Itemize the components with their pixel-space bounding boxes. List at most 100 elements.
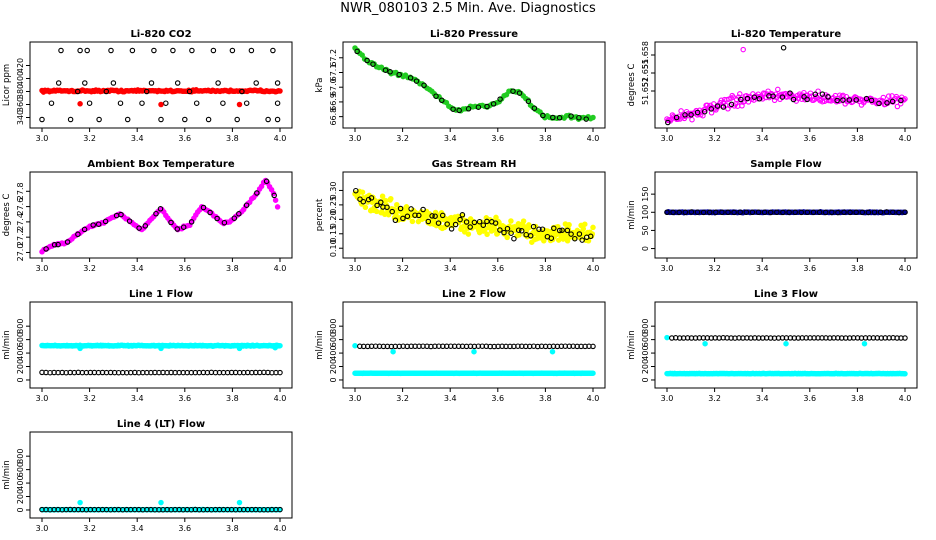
data-point (515, 227, 522, 233)
data-point (136, 225, 142, 231)
data-point (810, 209, 817, 216)
panel-title: Li-820 Pressure (430, 29, 518, 40)
data-point (143, 88, 150, 95)
data-point (590, 343, 596, 350)
data-point (435, 220, 442, 226)
data-point (783, 340, 789, 347)
y-tick-label: 51.652 (641, 77, 650, 105)
y-tick-label: 400 (16, 71, 25, 86)
data-point (82, 80, 88, 86)
data-point (737, 91, 743, 97)
data-point (713, 209, 719, 216)
plot-frame (29, 301, 293, 389)
data-point (751, 94, 758, 100)
data-point (148, 80, 155, 86)
data-point (787, 90, 793, 96)
x-tick-label: 4.0 (899, 134, 912, 143)
data-point (689, 116, 695, 123)
data-point (384, 204, 390, 211)
data-point (804, 209, 811, 216)
y-tick-label: 50 (641, 225, 650, 235)
data-point (480, 222, 487, 228)
data-point (743, 209, 750, 215)
y-axis-label: ml/min (627, 330, 637, 360)
data-point (443, 99, 450, 106)
x-tick-label: 3.4 (444, 394, 457, 403)
data-point (859, 209, 866, 216)
panel-title: Line 3 Flow (754, 289, 818, 300)
data-point (508, 218, 514, 224)
data-point (682, 112, 688, 118)
data-point (174, 80, 181, 86)
data-point (77, 345, 83, 352)
data-point (215, 80, 221, 86)
y-tick-label: 800 (16, 319, 25, 334)
data-point (902, 335, 908, 341)
data-point (880, 94, 887, 101)
panel-temperature: Li-820 Temperature degrees C 3.0 3.2 3.4 3.6 3… (627, 29, 918, 143)
x-tick-label: 3.0 (349, 134, 362, 143)
y-tick-label: 400 (329, 345, 338, 360)
data-point (110, 80, 117, 86)
x-tick-label: 3.8 (851, 134, 864, 143)
y-tick-label: 67.2 (329, 49, 338, 67)
data-point (359, 52, 365, 58)
data-point (103, 88, 110, 95)
data-point (163, 100, 169, 106)
data-point (77, 499, 83, 506)
data-point (396, 71, 402, 78)
data-point (158, 116, 164, 123)
data-point (272, 344, 278, 351)
y-tick-label: 0.25 (329, 196, 338, 214)
data-point (214, 215, 220, 222)
data-point (508, 230, 514, 236)
data-point (504, 225, 511, 232)
y-tick-label: 66.8 (329, 108, 338, 126)
data-point (737, 209, 743, 215)
data-point (95, 221, 102, 227)
data-point (272, 197, 279, 203)
data-point (188, 219, 195, 225)
data-point (749, 209, 756, 216)
data-point (229, 47, 236, 54)
x-tick-label: 4.0 (274, 134, 287, 143)
panel-title: Li-820 CO2 (130, 29, 191, 40)
data-point (550, 114, 556, 121)
x-tick-label: 4.0 (274, 264, 287, 273)
data-point (408, 206, 414, 212)
data-point (885, 93, 892, 99)
data-point (761, 209, 768, 216)
panel-line2: Line 2 Flow ml/min 3.0 3.2 3.4 3.6 3.8 4.0 0 2004… (315, 289, 606, 403)
x-tick-label: 3.2 (708, 264, 721, 273)
x-tick-label: 4.0 (899, 264, 912, 273)
data-point (788, 91, 794, 97)
x-tick-label: 4.0 (587, 264, 600, 273)
data-point (510, 88, 516, 94)
data-point (556, 115, 563, 121)
x-tick-label: 3.0 (349, 394, 362, 403)
data-point (756, 96, 763, 102)
data-point (193, 100, 200, 106)
data-point (182, 116, 188, 123)
data-point (901, 97, 907, 103)
data-point (139, 100, 145, 106)
data-point (207, 209, 213, 216)
data-point (564, 238, 571, 244)
data-point (378, 199, 384, 206)
data-point (102, 218, 109, 225)
y-tick-label: 200 (16, 359, 25, 374)
data-point (897, 100, 904, 107)
data-point (548, 235, 555, 241)
data-point (541, 238, 547, 244)
data-point (81, 226, 88, 233)
panel-rh: Gas Stream RH percent 3.0 3.2 3.4 3.6 3.8 4.0 0.… (315, 159, 606, 273)
y-tick-label: 0 (329, 377, 338, 382)
data-point (853, 209, 859, 216)
data-point (755, 209, 762, 215)
y-tick-label: 0 (16, 507, 25, 512)
x-tick-label: 3.2 (83, 524, 96, 533)
data-point (786, 209, 792, 216)
data-point (170, 47, 176, 54)
x-tick-label: 4.0 (587, 394, 600, 403)
data-point (819, 98, 826, 105)
